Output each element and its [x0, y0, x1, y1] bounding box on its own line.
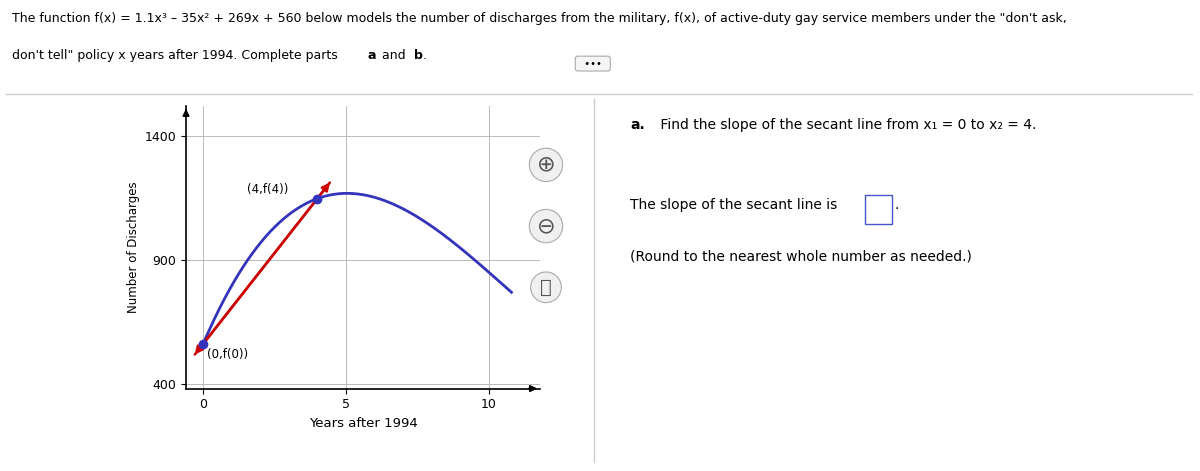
Text: The function f(x) = 1.1x³ – 35x² + 269x + 560 below models the number of dischar: The function f(x) = 1.1x³ – 35x² + 269x …	[12, 12, 1067, 25]
Text: don't tell" policy x years after 1994. Complete parts: don't tell" policy x years after 1994. C…	[12, 49, 342, 63]
X-axis label: Years after 1994: Years after 1994	[308, 417, 418, 430]
Y-axis label: Number of Discharges: Number of Discharges	[127, 181, 140, 313]
Text: (Round to the nearest whole number as needed.): (Round to the nearest whole number as ne…	[630, 250, 972, 264]
Text: b: b	[414, 49, 422, 63]
Text: (4,f(4)): (4,f(4))	[247, 183, 289, 196]
Text: The slope of the secant line is: The slope of the secant line is	[630, 198, 838, 212]
Text: Find the slope of the secant line from x₁ = 0 to x₂ = 4.: Find the slope of the secant line from x…	[656, 118, 1037, 132]
Text: ⊕: ⊕	[536, 155, 556, 175]
Text: .: .	[422, 49, 426, 63]
Text: ⧉: ⧉	[540, 278, 552, 297]
Text: .: .	[894, 198, 899, 212]
Text: and: and	[378, 49, 409, 63]
Text: a.: a.	[630, 118, 644, 132]
Text: (0,f(0)): (0,f(0))	[206, 348, 247, 361]
Text: •••: •••	[577, 58, 608, 69]
Text: ⊖: ⊖	[536, 216, 556, 236]
Text: a: a	[367, 49, 376, 63]
